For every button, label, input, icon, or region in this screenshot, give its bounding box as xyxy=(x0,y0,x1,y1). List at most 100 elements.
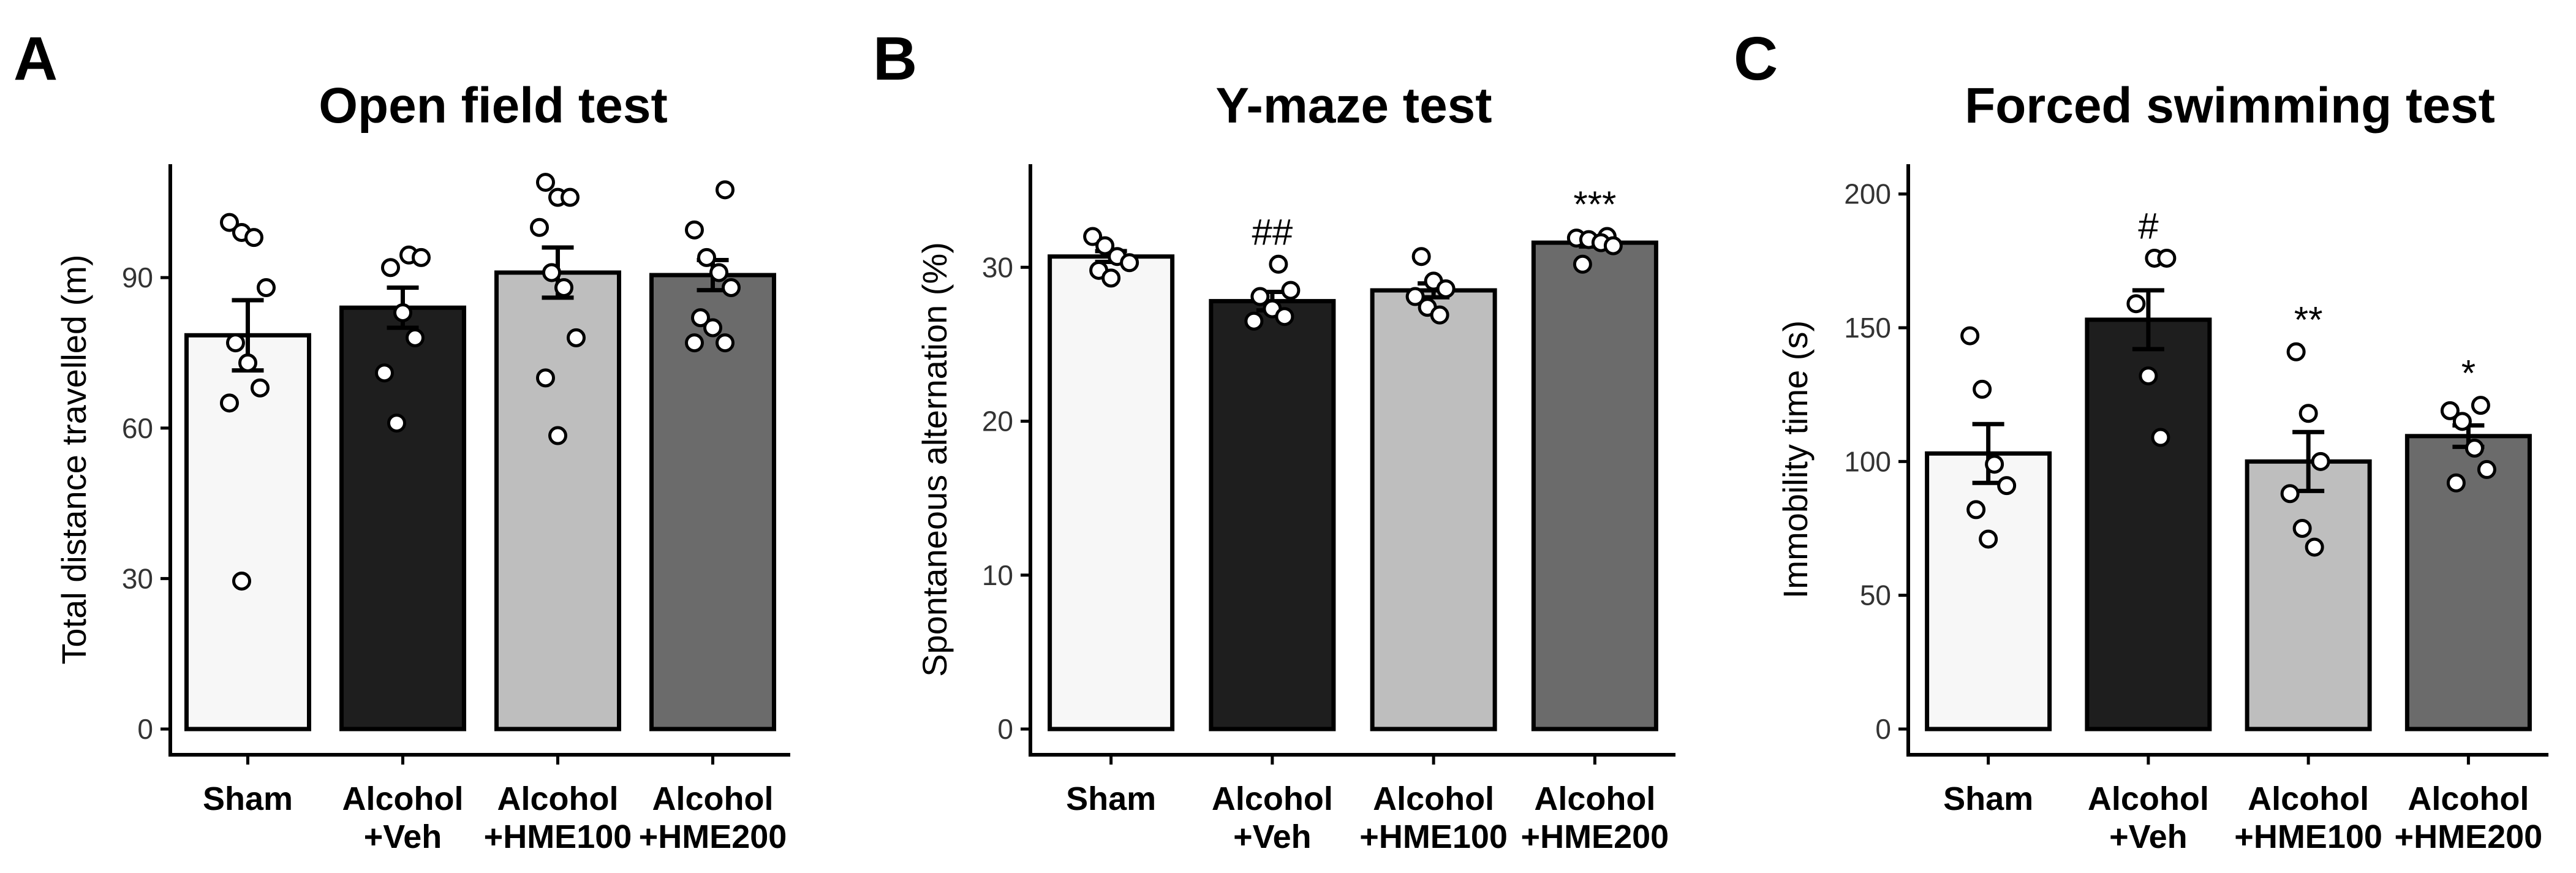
data-point xyxy=(257,278,276,297)
category-label: Sham xyxy=(1943,780,2033,817)
category-label: Alcohol +HME100 xyxy=(1359,780,1508,855)
panel-letter: C xyxy=(1734,25,1778,93)
category-label: Alcohol +HME100 xyxy=(484,780,632,855)
data-point xyxy=(2286,342,2306,361)
y-tick-label: 30 xyxy=(122,562,153,594)
data-point xyxy=(220,213,239,232)
y-axis-label: Immobility time (s) xyxy=(1776,320,1815,599)
category-label-line1: Sham xyxy=(1066,780,1156,817)
data-point xyxy=(716,180,735,200)
data-point xyxy=(709,263,728,282)
bar-3 xyxy=(2245,459,2372,731)
bar-2 xyxy=(2085,317,2212,731)
panel-letter: A xyxy=(13,25,58,93)
category-label-line2: +HME100 xyxy=(1359,818,1508,855)
panel-b: B Y-maze test 0 10 20 30 Spontaneous alternati… xyxy=(873,25,1675,855)
category-label-line2: +HME200 xyxy=(1521,818,1669,855)
category-label-line2: +HME100 xyxy=(2234,818,2382,855)
data-point xyxy=(2298,404,2318,423)
data-point xyxy=(232,571,251,591)
category-label-line2: +HME100 xyxy=(484,818,632,855)
data-point xyxy=(1603,236,1623,255)
significance-marker: * xyxy=(2461,353,2476,394)
data-point xyxy=(2280,484,2300,504)
data-point xyxy=(381,258,400,278)
data-point xyxy=(536,368,555,388)
data-point xyxy=(2477,459,2496,479)
y-tick-label: 100 xyxy=(1844,445,1891,477)
bar-2 xyxy=(1209,299,1336,731)
category-label-line1: Alcohol xyxy=(1212,780,1333,817)
significance-marker: *** xyxy=(1573,184,1616,225)
y-tick-label: 150 xyxy=(1844,312,1891,344)
significance-marker: # xyxy=(2138,205,2159,246)
data-point xyxy=(722,278,741,297)
data-point xyxy=(393,303,412,322)
bar-1 xyxy=(1925,451,2052,731)
category-label-line1: Alcohol xyxy=(497,780,619,817)
data-point xyxy=(1120,253,1139,273)
category-label-line1: Alcohol xyxy=(2248,780,2369,817)
data-point xyxy=(226,333,245,353)
category-label-line1: Alcohol xyxy=(652,780,774,817)
y-tick-label: 10 xyxy=(982,559,1013,591)
panel-letter: B xyxy=(873,25,917,93)
data-point xyxy=(691,308,710,328)
data-point xyxy=(1244,311,1264,331)
category-label: Sham xyxy=(203,780,293,817)
category-label-line1: Alcohol xyxy=(2408,780,2529,817)
data-point xyxy=(530,217,549,237)
data-point xyxy=(2151,428,2170,447)
data-point xyxy=(1430,305,1449,325)
category-label: Alcohol +Veh xyxy=(342,780,464,855)
bar-4 xyxy=(2404,434,2532,731)
data-point xyxy=(1275,307,1294,327)
data-point xyxy=(2311,452,2330,471)
y-tick-label: 30 xyxy=(982,251,1013,283)
data-point xyxy=(703,318,722,338)
y-tick-label: 200 xyxy=(1844,178,1891,210)
bar-3 xyxy=(1370,288,1497,731)
data-point xyxy=(561,187,580,207)
category-label-line2: +HME200 xyxy=(2395,818,2543,855)
category-label-line1: Alcohol xyxy=(1534,780,1655,817)
category-label-line1: Sham xyxy=(1943,780,2033,817)
data-point xyxy=(1985,455,2004,474)
y-axis-label: Total distance travelled (m) xyxy=(55,254,93,664)
data-point xyxy=(1101,268,1121,288)
data-point xyxy=(554,278,573,297)
data-point xyxy=(567,328,586,347)
data-point xyxy=(406,328,425,347)
data-point xyxy=(697,248,716,267)
category-label: Alcohol +HME200 xyxy=(1521,780,1669,855)
data-point xyxy=(375,363,394,383)
category-label-line1: Alcohol xyxy=(2088,780,2209,817)
chart-title: Open field test xyxy=(319,78,668,134)
category-label-line1: Alcohol xyxy=(1373,780,1494,817)
data-point xyxy=(238,353,257,372)
data-point xyxy=(387,414,406,433)
data-point xyxy=(685,220,704,240)
data-point xyxy=(2446,473,2466,493)
bar-1 xyxy=(1048,254,1175,731)
y-tick-label: 20 xyxy=(982,406,1013,437)
data-point xyxy=(542,263,561,282)
data-point xyxy=(2292,519,2312,538)
data-point xyxy=(548,426,567,445)
y-tick-label: 0 xyxy=(137,713,153,745)
y-tick-label: 50 xyxy=(1860,580,1891,611)
category-label-line2: +Veh xyxy=(364,818,442,855)
data-point xyxy=(1436,279,1456,298)
data-point xyxy=(1973,379,1992,399)
data-point xyxy=(685,333,704,353)
data-point xyxy=(716,333,735,353)
data-point xyxy=(244,228,263,248)
chart-title: Forced swimming test xyxy=(1965,78,2495,134)
data-point xyxy=(1960,326,1980,346)
y-tick-label: 90 xyxy=(122,262,153,293)
category-label-line2: +Veh xyxy=(1233,818,1312,855)
panel-c: C Forced swimming test 0 50 100 150 200 Immobil… xyxy=(1734,25,2548,855)
data-point xyxy=(1966,500,1986,520)
bar-2 xyxy=(339,305,466,731)
